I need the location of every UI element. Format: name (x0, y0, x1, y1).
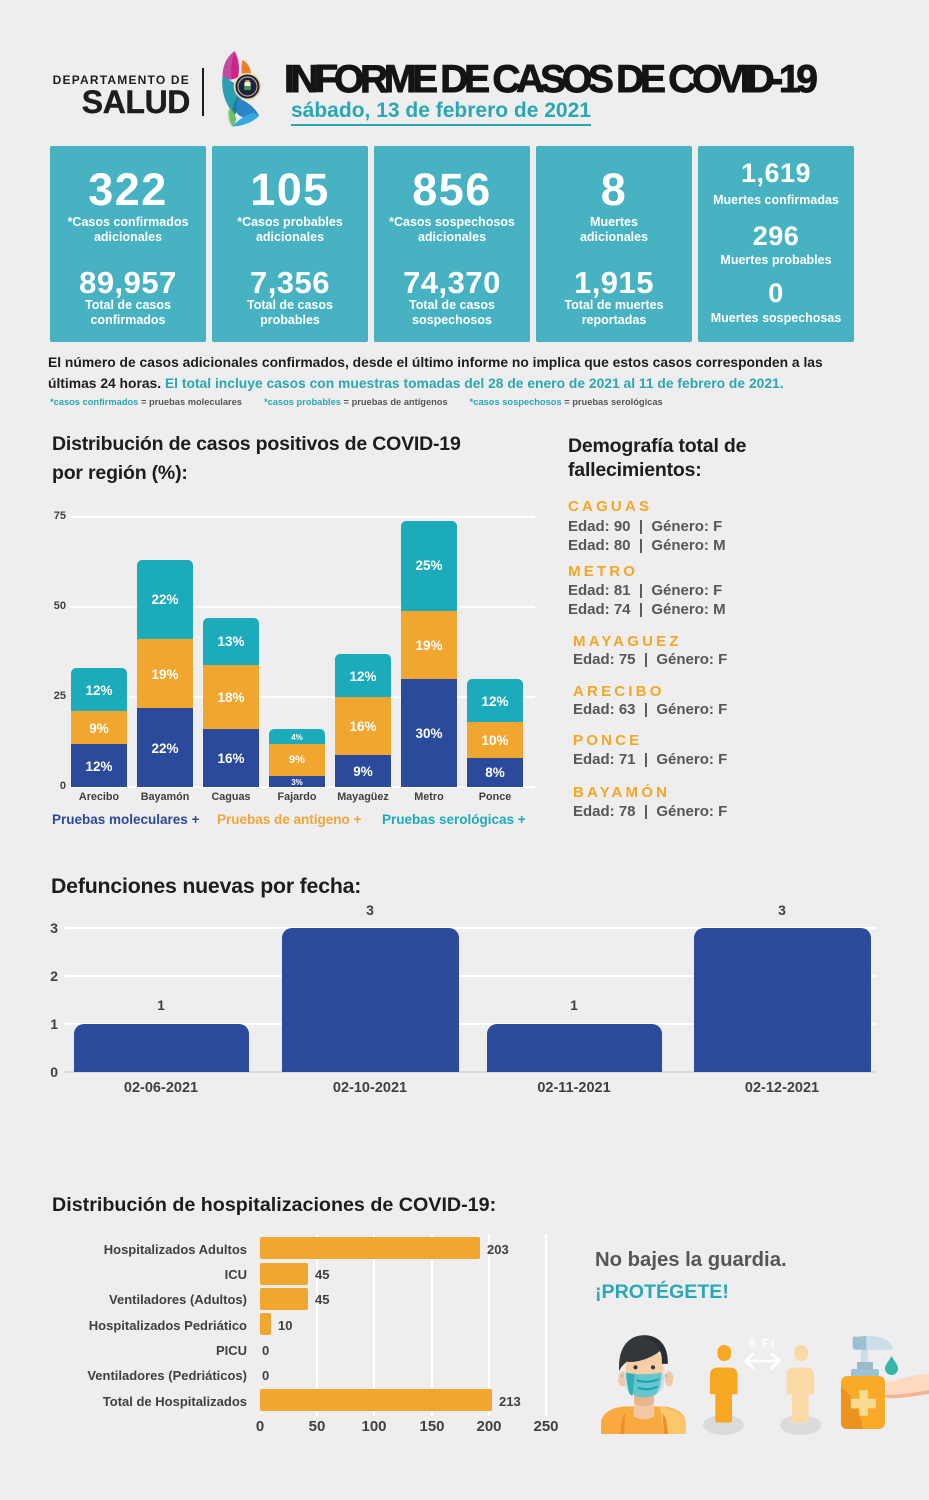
svg-text:6 Ft: 6 Ft (749, 1337, 776, 1351)
